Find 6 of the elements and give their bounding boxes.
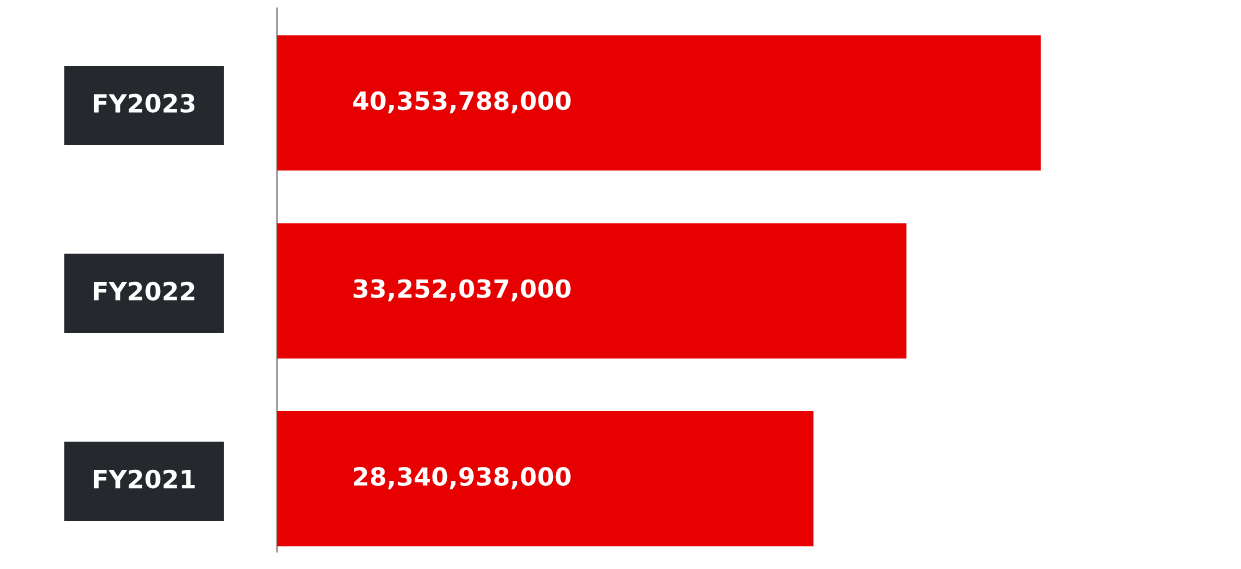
data-label: 28,340,938,000 bbox=[353, 467, 571, 490]
y-tick-label: FY2021 bbox=[93, 469, 195, 489]
data-label: 33,252,037,000 bbox=[353, 279, 571, 302]
y-tick-label: FY2022 bbox=[93, 281, 195, 301]
data-label: 40,353,788,000 bbox=[353, 91, 571, 114]
y-tick-label: FY2023 bbox=[93, 93, 195, 113]
